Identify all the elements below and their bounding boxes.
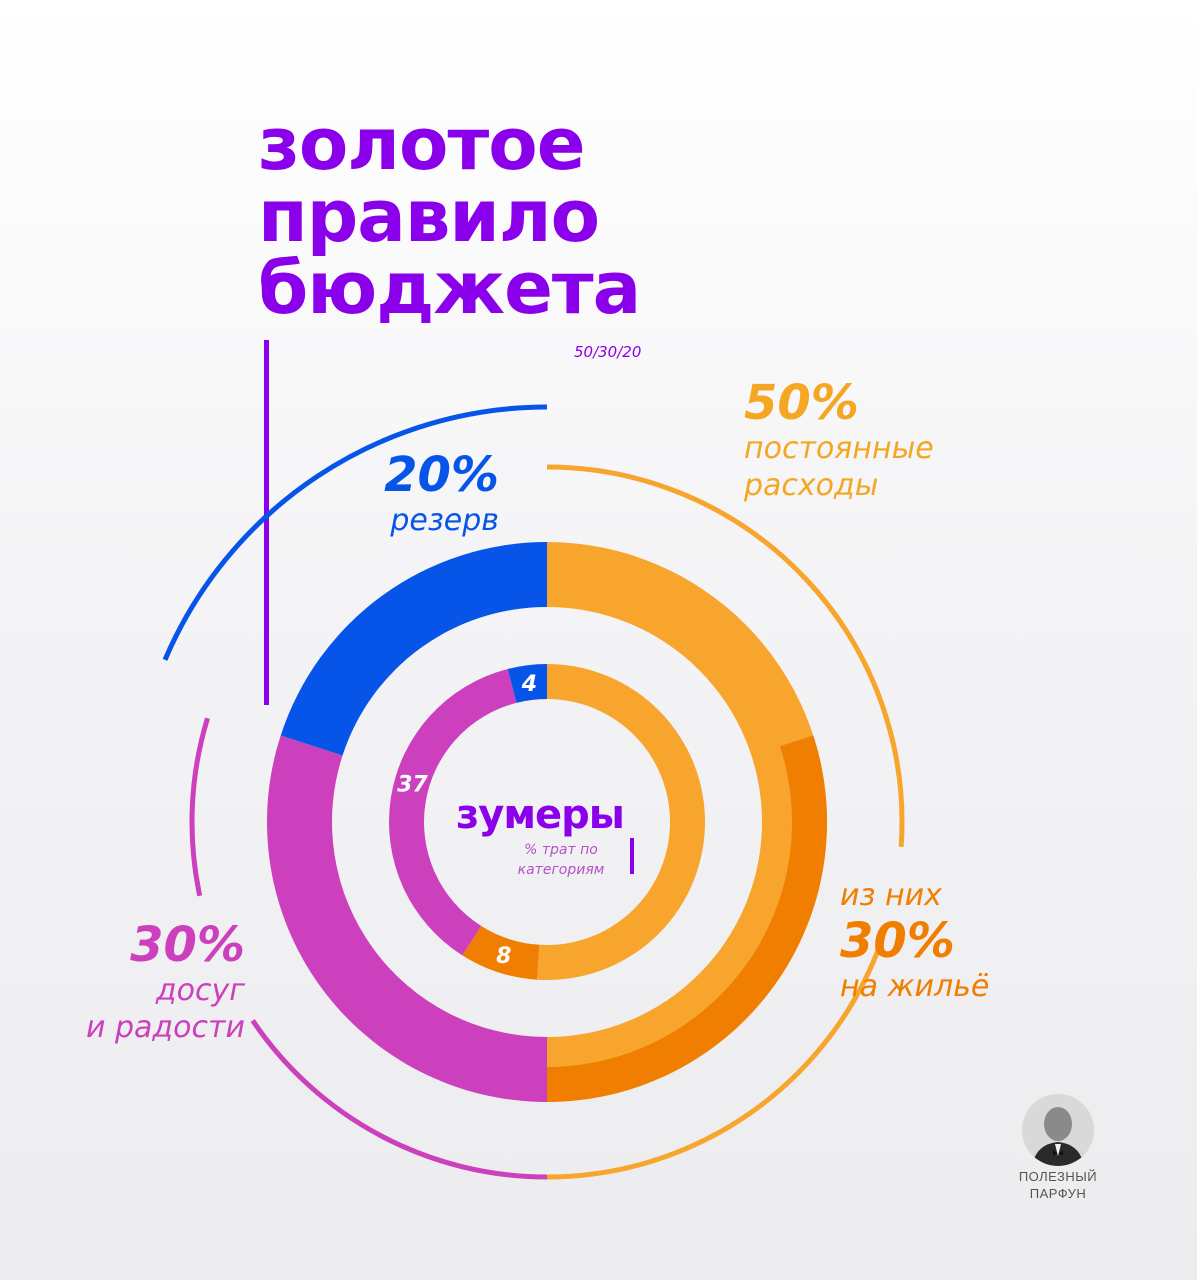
outer-arcs bbox=[162, 404, 905, 1180]
label-fixed-line2: расходы bbox=[744, 468, 879, 503]
author-name-line1: ПОЛЕЗНЫЙ bbox=[1018, 1169, 1098, 1184]
label-housing-pre: из них bbox=[840, 878, 942, 913]
label-fixed-line1: постоянные bbox=[744, 431, 934, 466]
author-name: ПОЛЕЗНЫЙ ПАРФУН bbox=[1010, 1168, 1106, 1202]
label-leisure-pct: 30% bbox=[130, 917, 245, 973]
inner-labels: 8 37 4 bbox=[397, 672, 537, 969]
label-reserve-pct: 20% bbox=[384, 447, 499, 503]
label-fixed: 50% постоянные расходы bbox=[744, 376, 934, 504]
label-housing-pct: 30% bbox=[840, 913, 955, 969]
outer-arc-fixed-1 bbox=[546, 464, 905, 847]
author-avatar bbox=[1022, 1094, 1094, 1166]
author-name-line2: ПАРФУН bbox=[1029, 1186, 1087, 1201]
center-subtitle-line2: категориям bbox=[517, 862, 605, 878]
outer-arc-fixed-2 bbox=[546, 942, 883, 1180]
inner-ring bbox=[389, 664, 705, 980]
label-reserve-text: резерв bbox=[390, 503, 499, 538]
center-subtitle-line1: % трат по bbox=[524, 842, 598, 858]
outer-arc-leisure-1 bbox=[250, 1019, 548, 1180]
outer-arc-leisure-2 bbox=[189, 717, 210, 897]
label-fixed-pct: 50% bbox=[744, 375, 859, 431]
center-title: зумеры bbox=[456, 792, 625, 838]
page-title: золотое правило бюджета bbox=[258, 102, 641, 330]
inner-segment-housing bbox=[462, 925, 540, 980]
avatar-portrait-icon bbox=[1022, 1094, 1094, 1166]
ring-segment-leisure bbox=[266, 735, 547, 1102]
inner-label-8: 8 bbox=[496, 944, 511, 969]
title-line-3: бюджета bbox=[258, 246, 641, 330]
label-leisure-line2: и радости bbox=[85, 1010, 245, 1045]
main-ring bbox=[266, 542, 827, 1102]
subtitle: 50/30/20 bbox=[574, 343, 642, 361]
center-subtitle: % трат по категориям bbox=[496, 840, 626, 880]
ring-segment-housing bbox=[547, 735, 827, 1102]
ring-segment-reserve bbox=[280, 542, 547, 756]
label-housing: из них 30% на жильё bbox=[840, 878, 989, 1005]
inner-segment-leisure bbox=[389, 668, 517, 956]
label-leisure: 30% досуг и радости bbox=[86, 918, 245, 1046]
accent-divider bbox=[264, 340, 269, 705]
title-line-1: золотое bbox=[258, 102, 586, 186]
title-line-2: правило bbox=[258, 174, 600, 258]
inner-label-4: 4 bbox=[521, 672, 537, 697]
inner-label-37: 37 bbox=[397, 772, 428, 797]
outer-arc-reserve-1 bbox=[162, 404, 548, 661]
label-leisure-line1: досуг bbox=[155, 973, 245, 1008]
label-reserve: 20% резерв bbox=[384, 448, 499, 539]
center-accent-bar bbox=[630, 838, 634, 874]
label-housing-text: на жильё bbox=[840, 969, 990, 1004]
inner-segment-fixed bbox=[537, 664, 705, 980]
inner-segment-reserve bbox=[507, 664, 547, 703]
